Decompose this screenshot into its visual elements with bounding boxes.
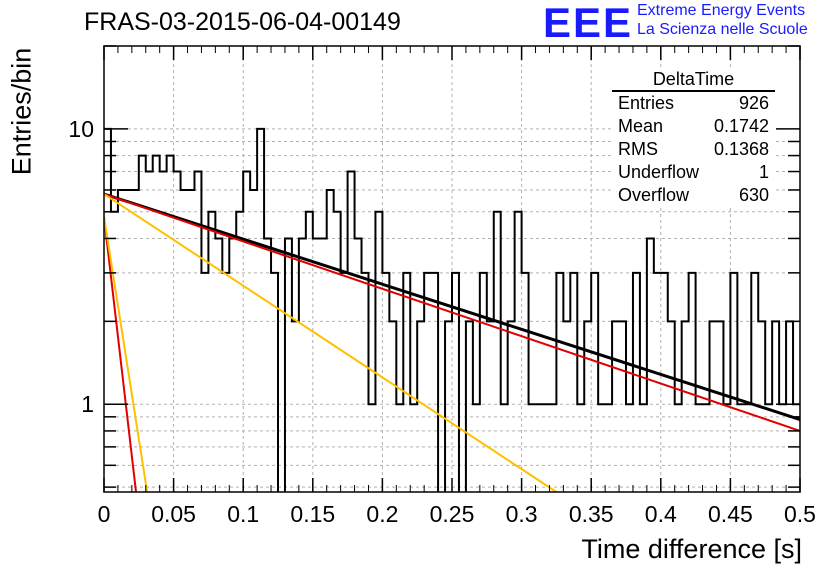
stats-key: Underflow [618,162,700,182]
tick-labels: 0 0.05 0.1 0.15 0.2 0.25 0.3 0.35 0.4 0.45 0.5 1 10 [68,116,816,527]
x-tick-label: 0.4 [645,501,677,527]
x-tick-label: 0.45 [708,501,753,527]
logo-caption-line1: Extreme Energy Events [637,2,806,19]
x-tick-label: 0.25 [430,501,475,527]
axis-ticks [103,45,801,492]
x-axis-label: Time difference [s] [581,534,802,564]
x-tick-label: 0.15 [290,501,335,527]
stats-key: RMS [618,139,658,159]
stats-row: Mean 0.1742 [618,116,769,138]
stats-value: 1 [758,162,769,182]
fit-curve-line [104,193,800,432]
stats-row: Entries 926 [618,93,769,115]
stats-key: Overflow [618,185,690,205]
stats-divider [612,90,775,92]
x-tick-label: 0.1 [227,501,259,527]
y-axis-label: Entries/bin [6,47,37,176]
fit-curve-line [104,193,557,492]
fit-curve-line [104,192,800,421]
x-tick-label: 0.2 [366,501,398,527]
stats-value: 630 [738,185,769,205]
stats-value: 0.1742 [713,116,769,136]
plot-area [104,127,800,492]
stats-box: DeltaTime Entries 926 Mean 0.1742 RMS 0.… [612,69,775,207]
x-tick-label: 0.3 [506,501,538,527]
stats-value: 926 [738,93,769,113]
stats-row: RMS 0.1368 [618,139,769,161]
x-tick-label: 0.35 [569,501,614,527]
stats-key: Entries [618,93,675,113]
eee-logo: EEE [543,0,634,46]
stats-key: Mean [618,116,664,136]
x-tick-label: 0.5 [784,501,816,527]
fit-curve-line [104,216,149,492]
plot-title: FRAS-03-2015-06-04-00149 [84,8,401,36]
x-tick-label: 0 [98,501,111,527]
logo-caption-line2: La Scienza nelle Scuole [637,21,808,38]
stats-title: DeltaTime [652,69,735,89]
stats-value: 0.1368 [713,139,769,159]
y-tick-label: 10 [68,116,94,142]
fit-curve-line [104,216,138,492]
y-tick-label: 1 [81,391,94,417]
x-tick-label: 0.05 [151,501,196,527]
stats-row: Overflow 630 [618,185,769,207]
stats-row: Underflow 1 [618,162,769,184]
